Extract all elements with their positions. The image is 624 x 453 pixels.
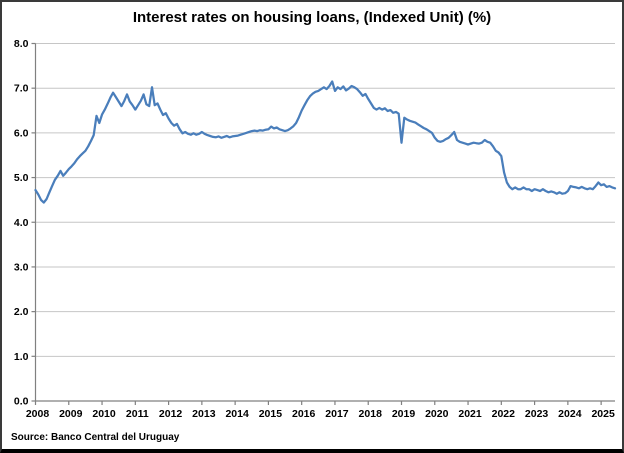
svg-text:7.0: 7.0 (14, 83, 29, 95)
interest-rate-line (34, 80, 617, 204)
svg-text:1.0: 1.0 (14, 351, 29, 363)
svg-text:2009: 2009 (59, 408, 83, 420)
x-axis-labels: 2008 2009 2010 2011 2012 2013 2014 2015 2016 2017… (26, 408, 615, 420)
svg-text:2014: 2014 (225, 408, 249, 420)
svg-text:6.0: 6.0 (14, 127, 29, 139)
svg-text:2020: 2020 (425, 408, 449, 420)
axes (31, 42, 615, 405)
svg-text:2012: 2012 (159, 408, 183, 420)
y-axis-labels: 0.0 1.0 2.0 3.0 4.0 5.0 6.0 7.0 8.0 (14, 38, 29, 408)
svg-text:2011: 2011 (126, 408, 149, 420)
svg-text:2010: 2010 (92, 408, 116, 420)
gridlines (35, 43, 615, 357)
svg-text:2018: 2018 (359, 408, 383, 420)
svg-text:2022: 2022 (492, 408, 516, 420)
svg-text:4.0: 4.0 (14, 217, 29, 229)
svg-text:2008: 2008 (26, 408, 50, 420)
svg-text:2024: 2024 (558, 408, 582, 420)
svg-text:2013: 2013 (192, 408, 216, 420)
svg-text:3.0: 3.0 (14, 261, 29, 273)
chart-title: Interest rates on housing loans, (Indexe… (132, 9, 492, 26)
series (34, 80, 617, 204)
svg-text:2025: 2025 (591, 408, 615, 420)
svg-text:0.0: 0.0 (14, 396, 29, 408)
svg-text:2015: 2015 (259, 408, 283, 420)
svg-text:2021: 2021 (458, 408, 482, 420)
svg-text:2019: 2019 (392, 408, 416, 420)
svg-text:2.0: 2.0 (14, 306, 29, 318)
source-note: Source: Banco Central del Uruguay (11, 432, 180, 443)
svg-text:5.0: 5.0 (14, 172, 29, 184)
svg-text:2016: 2016 (292, 408, 316, 420)
svg-text:2023: 2023 (525, 408, 549, 420)
svg-text:8.0: 8.0 (14, 38, 29, 50)
svg-text:2017: 2017 (325, 408, 349, 420)
